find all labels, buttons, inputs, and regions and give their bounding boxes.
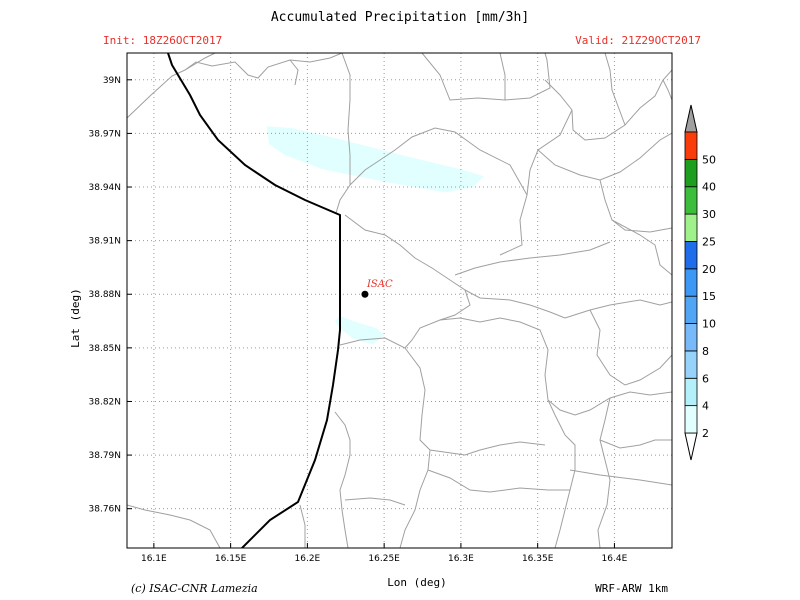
map-area: ISAC xyxy=(127,53,672,548)
map-title: Accumulated Precipitation [mm/3h] xyxy=(271,10,529,25)
precipitation-layer xyxy=(266,126,484,345)
boundary-line xyxy=(564,299,672,319)
boundary-line xyxy=(569,469,672,486)
x-tick-label-4: 16.3E xyxy=(448,554,474,564)
y-tick-label-1: 38.97N xyxy=(89,129,122,139)
boundary-line xyxy=(499,109,573,256)
station-label: ISAC xyxy=(366,279,393,290)
y-tick-label-0: 39N xyxy=(103,76,121,86)
init-time-label: Init: 18Z26OCT2017 xyxy=(103,34,222,47)
y-tick-label-5: 38.85N xyxy=(89,344,122,354)
colorbar-label-9: 40 xyxy=(702,181,716,194)
boundary-line xyxy=(464,289,566,319)
colorbar-label-8: 30 xyxy=(702,208,716,221)
y-tick-label-2: 38.94N xyxy=(89,183,122,193)
copyright-label: (c) ISAC-CNR Lamezia xyxy=(131,582,258,595)
boundary-line xyxy=(299,504,306,548)
colorbar-swatch-10 xyxy=(684,131,698,160)
precip-area-2 xyxy=(335,315,385,345)
boundary-line xyxy=(289,59,299,86)
colorbar-label-10: 50 xyxy=(702,153,716,166)
boundary-line xyxy=(589,309,672,386)
boundary-line xyxy=(439,317,556,416)
colorbar: 2 4 6 8 10 15 20 25 30 40 50 xyxy=(684,104,716,461)
colorbar-label-0: 2 xyxy=(702,427,709,440)
boundary-line xyxy=(344,497,406,506)
colorbar-under-triangle xyxy=(684,432,698,461)
colorbar-label-7: 25 xyxy=(702,235,716,248)
y-axis-label: Lat (deg) xyxy=(69,288,82,348)
x-tick-label-2: 16.2E xyxy=(295,554,321,564)
boundary-line xyxy=(597,397,611,548)
y-tick-label-6: 38.82N xyxy=(89,397,122,407)
boundary-line xyxy=(427,469,570,493)
colorbar-swatch-1 xyxy=(684,377,698,407)
colorbar-swatch-2 xyxy=(684,350,698,379)
boundary-line xyxy=(184,53,343,79)
boundary-line xyxy=(339,337,546,456)
x-axis-label: Lon (deg) xyxy=(387,576,447,589)
colorbar-swatch-3 xyxy=(684,323,698,352)
y-tick-label-4: 38.88N xyxy=(89,290,122,300)
boundary-line xyxy=(421,53,551,101)
colorbar-label-2: 6 xyxy=(702,372,709,385)
model-label: WRF-ARW 1km xyxy=(595,582,668,595)
boundary-line xyxy=(399,449,431,548)
boundary-line xyxy=(544,69,672,141)
boundary-line xyxy=(344,214,471,349)
colorbar-label-5: 15 xyxy=(702,290,716,303)
station-marker: ISAC xyxy=(361,279,393,298)
boundary-line xyxy=(334,411,351,548)
boundary-line xyxy=(662,79,672,101)
y-tick-label-8: 38.76N xyxy=(89,505,122,515)
station-dot xyxy=(361,290,369,298)
boundary-line xyxy=(604,53,626,126)
x-tick-label-1: 16.15E xyxy=(215,554,247,564)
colorbar-swatch-9 xyxy=(684,158,698,188)
y-tick-label-3: 38.91N xyxy=(89,237,122,247)
colorbar-swatch-5 xyxy=(684,268,698,297)
boundary-line xyxy=(454,241,611,276)
boundary-line xyxy=(599,179,672,276)
x-tick-label-5: 16.35E xyxy=(522,554,554,564)
boundary-line xyxy=(335,53,351,214)
colorbar-label-6: 20 xyxy=(702,263,716,276)
x-axis-ticks: 16.1E 16.15E 16.2E 16.25E 16.3E 16.35E 16.4E xyxy=(141,543,628,564)
boundary-line xyxy=(127,53,216,119)
boundary-line xyxy=(547,391,672,416)
y-axis-ticks: 39N 38.97N 38.94N 38.91N 38.88N 38.85N 38.82N 3… xyxy=(89,76,132,515)
x-tick-label-3: 16.25E xyxy=(368,554,400,564)
boundary-line xyxy=(611,219,672,233)
colorbar-label-3: 8 xyxy=(702,345,709,358)
boundary-line xyxy=(499,53,506,100)
colorbar-swatch-0 xyxy=(684,405,698,434)
grid-lines xyxy=(127,53,672,548)
regional-boundary xyxy=(167,53,341,548)
colorbar-swatch-6 xyxy=(684,241,698,270)
colorbar-swatch-8 xyxy=(684,186,698,215)
x-tick-label-0: 16.1E xyxy=(141,554,167,564)
colorbar-label-1: 4 xyxy=(702,400,709,413)
colorbar-swatch-4 xyxy=(684,295,698,324)
x-tick-label-6: 16.4E xyxy=(602,554,628,564)
boundary-line xyxy=(599,439,672,449)
municipal-boundaries xyxy=(127,53,672,548)
y-tick-label-7: 38.79N xyxy=(89,451,122,461)
boundary-line xyxy=(127,504,221,548)
colorbar-swatch-7 xyxy=(684,213,698,242)
valid-time-label: Valid: 21Z29OCT2017 xyxy=(575,34,701,47)
plot-frame xyxy=(126,52,673,549)
colorbar-over-triangle xyxy=(684,104,698,133)
precip-area-1 xyxy=(266,126,484,193)
boundary-line xyxy=(537,132,672,181)
boundary-line xyxy=(349,127,528,196)
boundary-line xyxy=(554,414,576,548)
colorbar-label-4: 10 xyxy=(702,318,716,331)
